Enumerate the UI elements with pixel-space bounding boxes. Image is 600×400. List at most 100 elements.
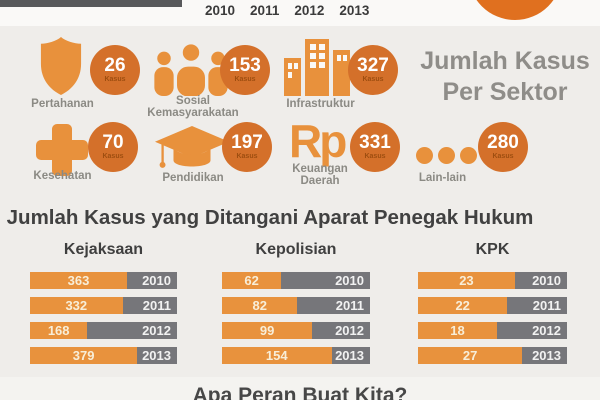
case-count: 280 <box>487 132 519 153</box>
bar-segment-gray: 2012 <box>87 322 177 339</box>
bar-row: 168 2012 <box>30 322 177 339</box>
bar-year: 2011 <box>142 298 171 313</box>
sector-label: Lain-lain <box>418 172 467 184</box>
bar-value: 18 <box>450 323 465 338</box>
year-label: 2012 <box>294 3 325 18</box>
year-label: 2013 <box>339 3 370 18</box>
bar-segment-gray: 2013 <box>137 347 177 364</box>
sector-label: Keuangan Daerah <box>292 163 348 187</box>
bar-row: 18 2012 <box>418 322 567 339</box>
bar-segment-gray: 2010 <box>514 272 567 289</box>
bar-segment-orange: 332 <box>30 297 123 314</box>
case-unit: Kasus <box>234 76 256 83</box>
column-header-kepolisian: Kepolisian <box>255 241 337 258</box>
bar-segment-gray: 2013 <box>331 347 370 364</box>
bar-value: 27 <box>462 348 478 363</box>
bar-row: 99 2012 <box>222 322 370 339</box>
bar-segment-gray: 2010 <box>281 272 370 289</box>
case-unit: Kasus <box>492 153 514 160</box>
sector-section-title-line1: Jumlah Kasus <box>420 47 590 75</box>
bar-year: 2012 <box>142 323 171 338</box>
bar-row: 27 2013 <box>418 347 567 364</box>
sector-section-title-line2: Per Sektor <box>442 78 568 106</box>
shield-icon <box>33 37 89 95</box>
case-unit: Kasus <box>102 153 124 160</box>
bar-segment-orange: 62 <box>222 272 282 289</box>
bar-year: 2012 <box>532 323 561 338</box>
bar-segment-orange: 99 <box>222 322 313 339</box>
bar-year: 2013 <box>532 348 561 363</box>
bar-segment-orange: 23 <box>418 272 515 289</box>
bar-year: 2010 <box>335 273 364 288</box>
sector-label: Infrastruktur <box>286 98 355 110</box>
year-label: 2010 <box>205 3 236 18</box>
case-count: 26 <box>104 55 126 76</box>
bar-row: 82 2011 <box>222 297 370 314</box>
enforcement-section-title: Jumlah Kasus yang Ditangani Aparat Peneg… <box>6 206 534 229</box>
bar-value: 332 <box>65 298 88 313</box>
bar-year: 2010 <box>532 273 561 288</box>
bar-segment-orange: 22 <box>418 297 508 314</box>
column-header-kpk: KPK <box>475 241 510 258</box>
case-unit: Kasus <box>362 76 384 83</box>
case-count-badge: 327 Kasus <box>348 45 398 95</box>
bar-row: 23 2010 <box>418 272 567 289</box>
bar-value: 22 <box>455 298 470 313</box>
bar-segment-gray: 2010 <box>127 272 177 289</box>
bar-value: 154 <box>265 348 288 363</box>
bar-segment-orange: 82 <box>222 297 298 314</box>
case-unit: Kasus <box>236 153 258 160</box>
bar-row: 363 2010 <box>30 272 177 289</box>
case-count: 70 <box>102 132 124 153</box>
bar-value: 379 <box>72 348 95 363</box>
case-count-badge: 70 Kasus <box>88 122 138 172</box>
year-axis-labels: 2010 2011 2012 2013 <box>205 3 369 18</box>
truncated-chart-bar <box>0 0 182 7</box>
case-count-badge: 197 Kasus <box>222 122 272 172</box>
case-count: 153 <box>229 55 261 76</box>
bar-segment-orange: 154 <box>222 347 332 364</box>
bar-segment-orange: 363 <box>30 272 128 289</box>
medical-cross-icon <box>36 124 88 176</box>
bar-segment-gray: 2011 <box>122 297 177 314</box>
bar-row: 62 2010 <box>222 272 370 289</box>
sector-label: Pendidikan <box>162 172 224 184</box>
bar-segment-orange: 168 <box>30 322 88 339</box>
bar-row: 379 2013 <box>30 347 177 364</box>
bar-year: 2013 <box>142 348 171 363</box>
bar-year: 2010 <box>142 273 171 288</box>
bar-value: 82 <box>252 298 267 313</box>
bar-value: 168 <box>47 323 70 338</box>
bar-segment-gray: 2011 <box>297 297 370 314</box>
graduation-cap-icon <box>153 126 231 176</box>
bar-year: 2013 <box>335 348 364 363</box>
buildings-icon <box>284 39 350 96</box>
ellipsis-icon <box>416 147 477 164</box>
case-unit: Kasus <box>364 153 386 160</box>
bar-year: 2011 <box>532 298 561 313</box>
case-unit: Kasus <box>104 76 126 83</box>
bar-value: 363 <box>67 273 90 288</box>
case-count-badge: 331 Kasus <box>350 122 400 172</box>
bar-row: 22 2011 <box>418 297 567 314</box>
sector-label: Sosial Kemasyarakatan <box>147 95 239 119</box>
bar-segment-orange: 379 <box>30 347 138 364</box>
year-label: 2011 <box>250 3 280 18</box>
bar-segment-gray: 2012 <box>312 322 370 339</box>
rupiah-icon: Rp <box>289 115 347 167</box>
bar-value: 62 <box>244 273 259 288</box>
bar-segment-orange: 18 <box>418 322 497 339</box>
case-count: 327 <box>357 55 389 76</box>
bar-year: 2011 <box>335 298 364 313</box>
case-count-badge: 280 Kasus <box>478 122 528 172</box>
bottom-background-strip <box>0 377 600 400</box>
sector-label: Pertahanan <box>31 98 94 110</box>
case-count: 197 <box>231 132 263 153</box>
sector-label: Kesehatan <box>33 170 92 182</box>
bar-row: 154 2013 <box>222 347 370 364</box>
bar-segment-gray: 2013 <box>522 347 567 364</box>
bar-segment-orange: 27 <box>418 347 523 364</box>
bar-year: 2012 <box>335 323 364 338</box>
bar-value: 99 <box>259 323 275 338</box>
